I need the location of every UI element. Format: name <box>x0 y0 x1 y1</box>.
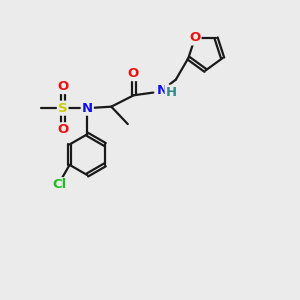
Text: O: O <box>57 123 68 136</box>
Text: O: O <box>57 80 68 93</box>
Text: N: N <box>82 102 93 115</box>
Text: S: S <box>58 102 68 115</box>
Text: H: H <box>166 86 177 99</box>
Text: Cl: Cl <box>52 178 66 191</box>
Text: O: O <box>189 32 200 44</box>
Text: N: N <box>157 84 168 97</box>
Text: O: O <box>128 67 139 80</box>
